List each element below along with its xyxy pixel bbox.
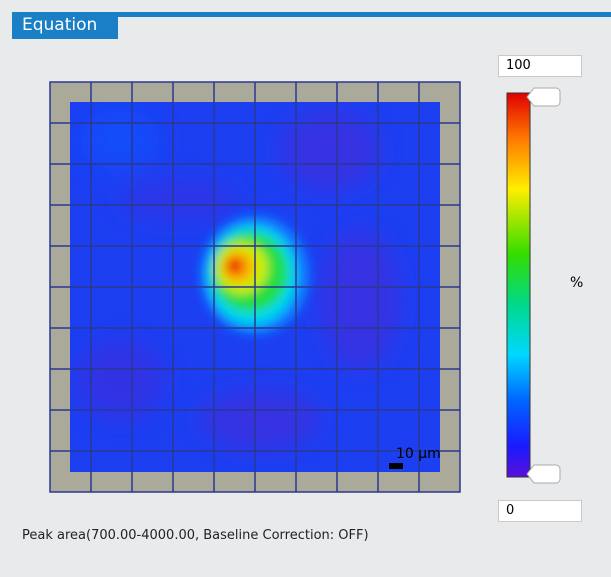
scale-bar [389, 463, 403, 469]
min-handle[interactable] [527, 465, 560, 483]
max-handle[interactable] [527, 88, 560, 106]
colorbar [507, 93, 530, 477]
scale-bar-label: 10 µm [396, 446, 441, 462]
panel: Equation 100 0 % Peak area(700.00-4000.0… [0, 0, 611, 577]
graphics: 10 µm [0, 0, 611, 577]
